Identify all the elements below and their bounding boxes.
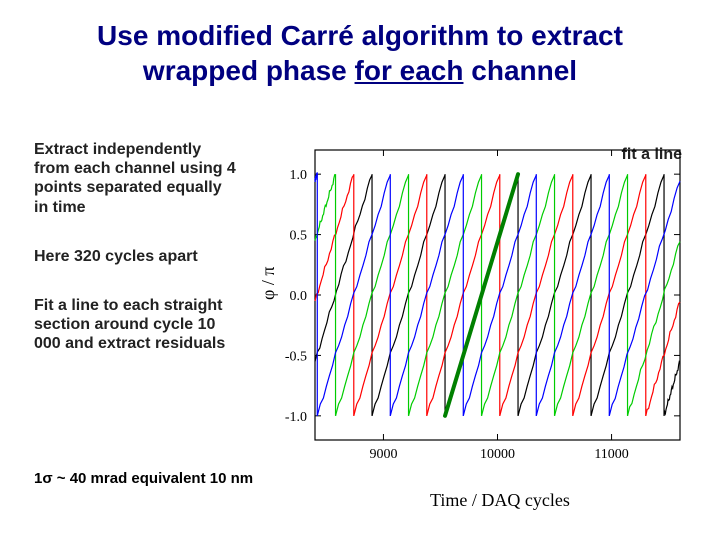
- svg-text:-0.5: -0.5: [285, 349, 307, 364]
- slide-title: Use modified Carré algorithm to extract …: [0, 0, 720, 88]
- title-line2-post: channel: [463, 55, 577, 86]
- title-line1: Use modified Carré algorithm to extract: [97, 20, 623, 51]
- x-axis-label: Time / DAQ cycles: [430, 490, 570, 511]
- title-line2-underline: for each: [355, 55, 464, 86]
- footnote-sigma: 1σ ~ 40 mrad equivalent 10 nm: [34, 470, 253, 487]
- para-cycles: Here 320 cycles apart: [34, 247, 239, 266]
- svg-text:-1.0: -1.0: [285, 410, 307, 425]
- svg-text:10000: 10000: [480, 447, 515, 462]
- para-fit: Fit a line to each straight section arou…: [34, 296, 239, 354]
- svg-text:0.5: 0.5: [290, 229, 308, 244]
- wrapped-phase-chart: -1.0 -0.5 0.0 0.5 1.0 9000 10000 11000: [260, 140, 690, 480]
- left-column: Extract independently from each channel …: [34, 140, 239, 384]
- svg-text:9000: 9000: [369, 447, 397, 462]
- para-extract: Extract independently from each channel …: [34, 140, 239, 217]
- title-line2-pre: wrapped phase: [143, 55, 355, 86]
- svg-text:0.0: 0.0: [290, 289, 308, 304]
- svg-text:11000: 11000: [594, 447, 628, 462]
- chart-svg: -1.0 -0.5 0.0 0.5 1.0 9000 10000 11000: [260, 140, 690, 480]
- svg-text:1.0: 1.0: [290, 168, 308, 183]
